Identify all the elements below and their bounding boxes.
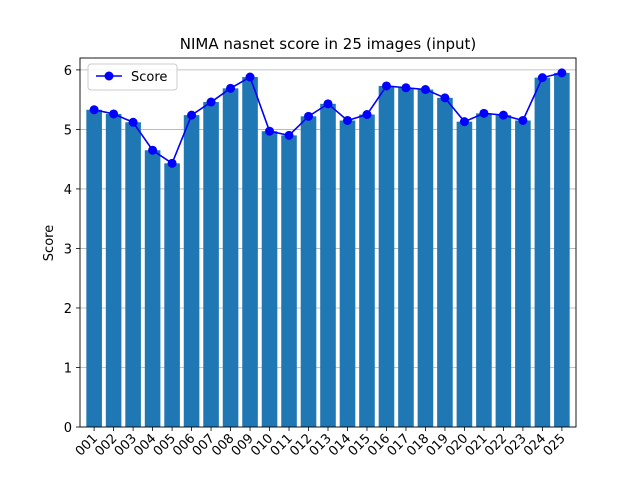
point-007 xyxy=(206,97,216,107)
point-014 xyxy=(342,115,352,125)
bar-011 xyxy=(281,135,297,427)
bar-016 xyxy=(378,85,395,427)
bar-002 xyxy=(105,113,122,427)
point-006 xyxy=(187,110,197,120)
bar-008 xyxy=(222,88,239,428)
legend-label-score: Score xyxy=(131,70,167,85)
point-021 xyxy=(479,108,489,118)
legend-marker-swatch xyxy=(104,71,114,81)
point-023 xyxy=(518,115,528,125)
y-tick-label-4: 4 xyxy=(64,183,72,198)
bar-021 xyxy=(476,113,492,427)
y-tick-label-0: 0 xyxy=(64,421,72,436)
point-025 xyxy=(557,68,567,78)
point-004 xyxy=(148,145,158,155)
point-008 xyxy=(226,83,236,93)
bar-020 xyxy=(456,121,473,428)
bar-014 xyxy=(339,120,356,427)
y-tick-label-5: 5 xyxy=(64,123,72,138)
bar-012 xyxy=(300,116,317,427)
score-line xyxy=(89,68,567,168)
point-016 xyxy=(381,81,391,91)
point-011 xyxy=(284,130,294,140)
bar-023 xyxy=(515,120,531,427)
bar-018 xyxy=(417,89,434,427)
point-022 xyxy=(498,110,508,120)
legend-box xyxy=(87,63,178,91)
bar-001 xyxy=(86,109,102,428)
bar-009 xyxy=(242,77,258,427)
bar-019 xyxy=(437,97,453,428)
y-tick-label-1: 1 xyxy=(64,361,72,376)
bar-024 xyxy=(534,77,551,427)
y-tick-label-6: 6 xyxy=(64,64,72,79)
point-009 xyxy=(245,72,255,82)
x-tick-label-025: 025 xyxy=(541,431,569,459)
point-015 xyxy=(362,110,372,120)
point-017 xyxy=(401,83,411,93)
bar-025 xyxy=(554,72,570,428)
point-003 xyxy=(128,117,138,127)
bar-005 xyxy=(164,163,180,427)
point-005 xyxy=(167,158,177,168)
point-019 xyxy=(440,93,450,103)
chart-title: NIMA nasnet score in 25 images (input) xyxy=(180,35,476,53)
bar-003 xyxy=(125,122,141,428)
point-012 xyxy=(304,111,314,121)
legend[interactable]: Score xyxy=(87,63,178,91)
y-tick-label-3: 3 xyxy=(64,242,72,257)
bar-022 xyxy=(495,115,512,427)
point-020 xyxy=(459,117,469,127)
point-010 xyxy=(265,126,275,136)
bar-006 xyxy=(183,115,200,427)
y-tick-label-2: 2 xyxy=(64,302,72,317)
bar-010 xyxy=(261,131,278,427)
bar-013 xyxy=(320,103,336,427)
point-013 xyxy=(323,99,333,109)
bar-004 xyxy=(144,150,161,427)
point-018 xyxy=(420,85,430,95)
point-001 xyxy=(89,105,99,115)
bar-007 xyxy=(203,102,219,428)
bars xyxy=(86,72,570,428)
bar-015 xyxy=(359,114,375,428)
bar-017 xyxy=(398,87,414,428)
y-axis-label: Score xyxy=(42,225,57,261)
point-024 xyxy=(537,73,547,83)
point-002 xyxy=(109,109,119,119)
